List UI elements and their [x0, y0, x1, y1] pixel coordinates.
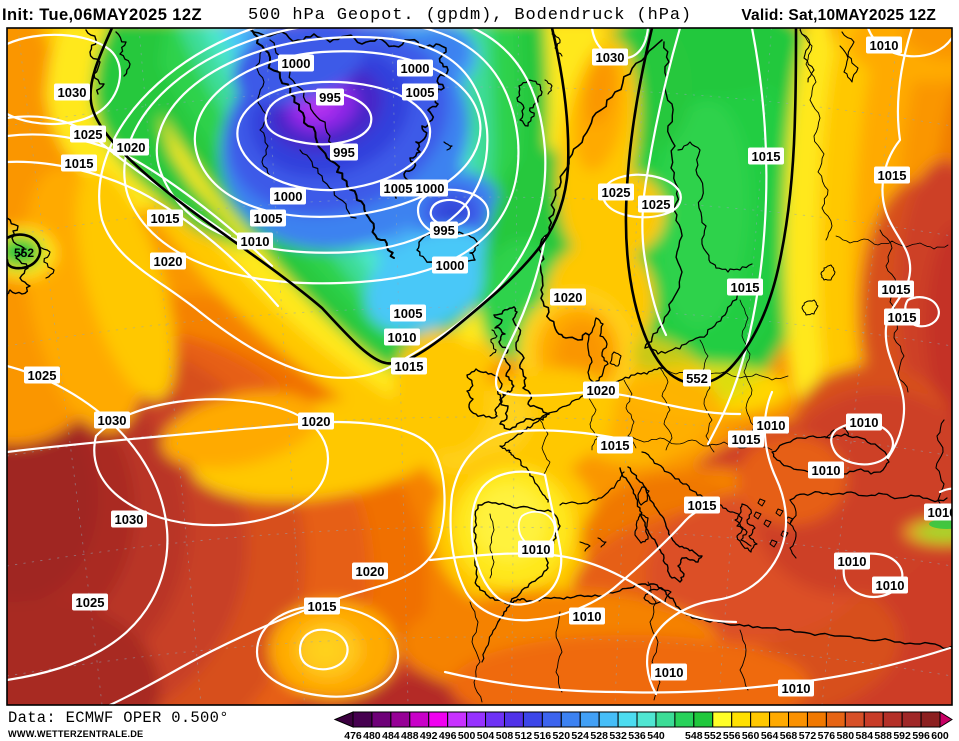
svg-text:1020: 1020 — [587, 383, 616, 398]
svg-text:500 hPa Geopot. (gpdm), Bodend: 500 hPa Geopot. (gpdm), Bodendruck (hPa) — [248, 6, 692, 25]
svg-text:1015: 1015 — [395, 359, 424, 374]
svg-text:540: 540 — [647, 730, 665, 741]
svg-text:1010: 1010 — [812, 463, 841, 478]
svg-text:588: 588 — [874, 730, 892, 741]
svg-text:1015: 1015 — [731, 280, 760, 295]
svg-text:1010: 1010 — [838, 554, 867, 569]
svg-text:500: 500 — [458, 730, 476, 741]
svg-text:1010: 1010 — [573, 609, 602, 624]
svg-text:1005: 1005 — [384, 181, 413, 196]
svg-text:1015: 1015 — [732, 432, 761, 447]
svg-text:532: 532 — [609, 730, 627, 741]
svg-text:Data: ECMWF OPER 0.500°: Data: ECMWF OPER 0.500° — [8, 709, 229, 727]
svg-text:Init: Tue,06MAY2025 12Z: Init: Tue,06MAY2025 12Z — [2, 6, 202, 24]
svg-text:496: 496 — [439, 730, 457, 741]
svg-text:1010: 1010 — [782, 681, 811, 696]
svg-text:995: 995 — [433, 223, 455, 238]
svg-text:Valid: Sat,10MAY2025 12Z: Valid: Sat,10MAY2025 12Z — [741, 7, 936, 24]
svg-text:508: 508 — [496, 730, 514, 741]
svg-text:1010: 1010 — [876, 578, 905, 593]
svg-text:572: 572 — [799, 730, 817, 741]
svg-text:995: 995 — [319, 90, 341, 105]
svg-text:480: 480 — [363, 730, 381, 741]
svg-text:1010: 1010 — [522, 542, 551, 557]
svg-text:568: 568 — [780, 730, 798, 741]
svg-text:1025: 1025 — [642, 197, 671, 212]
svg-text:560: 560 — [742, 730, 760, 741]
svg-text:1020: 1020 — [117, 140, 146, 155]
svg-text:1010: 1010 — [241, 234, 270, 249]
svg-text:1020: 1020 — [302, 414, 331, 429]
svg-text:1015: 1015 — [308, 599, 337, 614]
svg-text:576: 576 — [818, 730, 836, 741]
svg-text:536: 536 — [628, 730, 646, 741]
svg-text:WWW.WETTERZENTRALE.DE: WWW.WETTERZENTRALE.DE — [8, 729, 143, 739]
svg-text:548: 548 — [685, 730, 703, 741]
svg-text:1005: 1005 — [394, 306, 423, 321]
svg-text:995: 995 — [333, 145, 355, 160]
svg-text:584: 584 — [856, 730, 874, 741]
svg-text:1025: 1025 — [28, 368, 57, 383]
svg-text:1015: 1015 — [601, 438, 630, 453]
svg-text:1000: 1000 — [274, 189, 303, 204]
svg-text:1010: 1010 — [870, 38, 899, 53]
svg-text:476: 476 — [344, 730, 362, 741]
svg-text:1030: 1030 — [58, 85, 87, 100]
svg-text:1010: 1010 — [928, 505, 957, 520]
svg-text:504: 504 — [477, 730, 495, 741]
svg-text:1015: 1015 — [888, 310, 917, 325]
svg-text:512: 512 — [515, 730, 533, 741]
svg-text:1020: 1020 — [554, 290, 583, 305]
svg-text:488: 488 — [401, 730, 419, 741]
svg-text:1010: 1010 — [388, 330, 417, 345]
svg-text:1025: 1025 — [602, 185, 631, 200]
svg-text:516: 516 — [534, 730, 552, 741]
svg-text:1030: 1030 — [115, 512, 144, 527]
svg-text:580: 580 — [837, 730, 855, 741]
svg-text:592: 592 — [893, 730, 911, 741]
svg-text:1025: 1025 — [76, 595, 105, 610]
svg-text:1000: 1000 — [436, 258, 465, 273]
svg-text:1000: 1000 — [282, 56, 311, 71]
svg-text:492: 492 — [420, 730, 438, 741]
svg-text:520: 520 — [553, 730, 571, 741]
svg-text:1020: 1020 — [356, 564, 385, 579]
svg-text:1020: 1020 — [154, 254, 183, 269]
svg-text:1010: 1010 — [757, 418, 786, 433]
svg-text:552: 552 — [14, 246, 34, 260]
svg-text:1015: 1015 — [65, 156, 94, 171]
svg-text:1015: 1015 — [882, 282, 911, 297]
svg-text:1015: 1015 — [688, 498, 717, 513]
svg-text:1010: 1010 — [655, 665, 684, 680]
svg-text:552: 552 — [704, 730, 722, 741]
svg-text:1030: 1030 — [596, 50, 625, 65]
svg-text:596: 596 — [912, 730, 930, 741]
svg-text:1000: 1000 — [401, 61, 430, 76]
svg-text:528: 528 — [590, 730, 608, 741]
svg-text:1005: 1005 — [406, 85, 435, 100]
svg-text:1010: 1010 — [850, 415, 879, 430]
svg-text:1005: 1005 — [254, 211, 283, 226]
svg-text:1015: 1015 — [752, 149, 781, 164]
svg-text:600: 600 — [931, 730, 949, 741]
svg-text:1030: 1030 — [98, 413, 127, 428]
svg-text:1015: 1015 — [151, 211, 180, 226]
svg-text:1015: 1015 — [878, 168, 907, 183]
svg-text:484: 484 — [382, 730, 400, 741]
svg-text:552: 552 — [686, 371, 708, 386]
svg-text:564: 564 — [761, 730, 779, 741]
svg-text:1000: 1000 — [416, 181, 445, 196]
svg-text:556: 556 — [723, 730, 741, 741]
svg-text:524: 524 — [571, 730, 589, 741]
svg-text:1025: 1025 — [74, 127, 103, 142]
